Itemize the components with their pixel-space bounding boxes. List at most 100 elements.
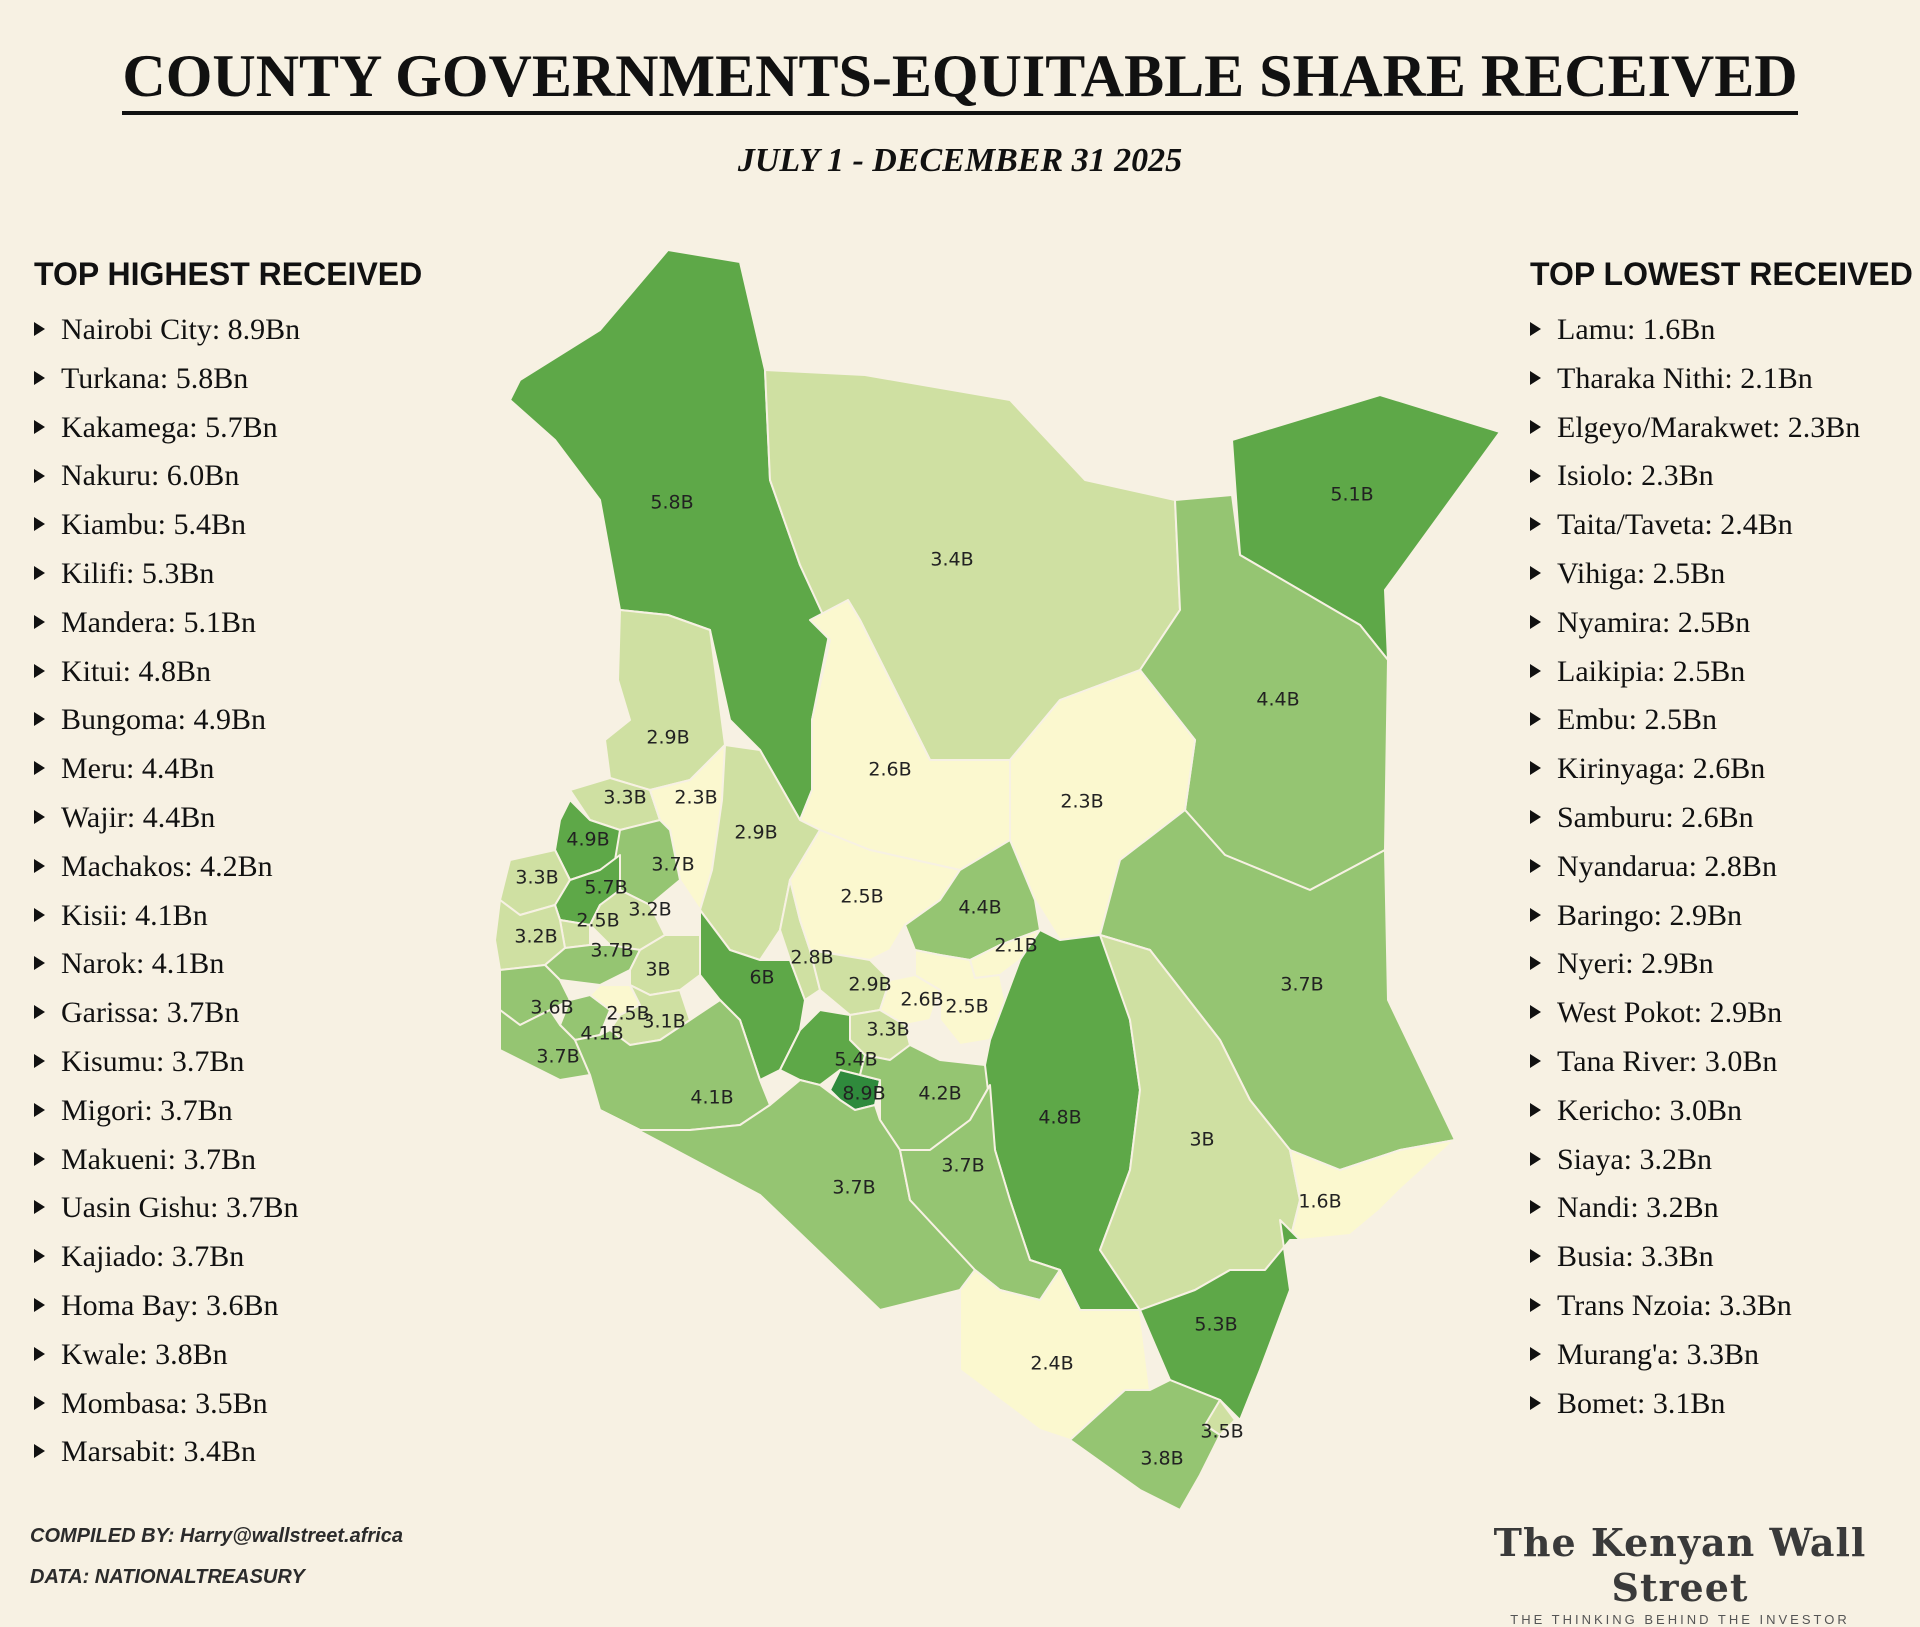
- top-lowest-item-text: Murang'a: 3.3Bn: [1557, 1337, 1760, 1371]
- top-highest-item: Kilifi: 5.3Bn: [34, 550, 300, 599]
- page-subtitle: JULY 1 - DECEMBER 31 2025: [737, 142, 1183, 179]
- label-elgeyo-marakwet: 2.3B: [674, 787, 717, 809]
- top-lowest-list: Lamu: 1.6Bn Tharaka Nithi: 2.1Bn Elgeyo/Ma…: [1530, 306, 1860, 1428]
- top-highest-item-text: Migori: 3.7Bn: [61, 1093, 233, 1127]
- top-highest-item-text: Uasin Gishu: 3.7Bn: [61, 1191, 299, 1225]
- bullet-triangle-icon: [1530, 468, 1541, 483]
- bullet-triangle-icon: [34, 1395, 45, 1410]
- top-highest-item: Kitui: 4.8Bn: [34, 648, 300, 697]
- label-laikipia: 2.5B: [840, 886, 883, 908]
- label-garissa: 3.7B: [1280, 974, 1323, 996]
- top-highest-item-text: Nairobi City: 8.9Bn: [61, 313, 301, 346]
- bullet-triangle-icon: [34, 1005, 45, 1020]
- bullet-triangle-icon: [34, 858, 45, 873]
- label-samburu: 2.6B: [868, 759, 911, 781]
- bullet-triangle-icon: [34, 419, 45, 434]
- top-lowest-item: Murang'a: 3.3Bn: [1530, 1331, 1860, 1380]
- top-highest-item-text: Kilifi: 5.3Bn: [61, 556, 215, 590]
- bullet-triangle-icon: [1530, 810, 1541, 825]
- top-highest-item-text: Narok: 4.1Bn: [61, 947, 225, 981]
- label-trans-nzoia: 3.3B: [603, 787, 646, 809]
- bullet-triangle-icon: [34, 907, 45, 922]
- label-meru: 4.4B: [958, 897, 1001, 919]
- bullet-triangle-icon: [1530, 1249, 1541, 1264]
- top-lowest-item: Siaya: 3.2Bn: [1530, 1136, 1860, 1185]
- label-uasin-gishu: 3.7B: [651, 854, 694, 876]
- label-wajir: 4.4B: [1256, 689, 1299, 711]
- top-lowest-item: Lamu: 1.6Bn: [1530, 306, 1860, 355]
- top-lowest-item: Nyamira: 2.5Bn: [1530, 599, 1860, 648]
- top-highest-item-text: Kisumu: 3.7Bn: [61, 1044, 245, 1078]
- top-highest-item-text: Kitui: 4.8Bn: [61, 654, 212, 688]
- bullet-triangle-icon: [1530, 1102, 1541, 1117]
- top-lowest-item: Baringo: 2.9Bn: [1530, 892, 1860, 941]
- label-embu: 2.5B: [945, 996, 988, 1018]
- top-lowest-item-text: Kirinyaga: 2.6Bn: [1557, 752, 1766, 786]
- top-highest-item-text: Mandera: 5.1Bn: [61, 605, 256, 639]
- top-lowest-item-text: Tharaka Nithi: 2.1Bn: [1557, 361, 1813, 395]
- brand-logo-tagline: THE THINKING BEHIND THE INVESTOR: [1510, 1612, 1850, 1627]
- county-laikipia: [789, 829, 961, 961]
- label-kisumu: 3.7B: [590, 940, 633, 962]
- top-highest-item: Uasin Gishu: 3.7Bn: [34, 1184, 300, 1233]
- bullet-triangle-icon: [1530, 956, 1541, 971]
- bullet-triangle-icon: [1530, 1005, 1541, 1020]
- label-homa-bay: 3.6B: [530, 997, 573, 1019]
- county-kwale: [1069, 1379, 1221, 1511]
- top-lowest-item-text: Vihiga: 2.5Bn: [1557, 556, 1726, 590]
- top-highest-item: Mandera: 5.1Bn: [34, 599, 300, 648]
- top-lowest-item-text: Tana River: 3.0Bn: [1557, 1044, 1778, 1078]
- top-lowest-item: Nyeri: 2.9Bn: [1530, 940, 1860, 989]
- page-title-text: COUNTY GOVERNMENTS-EQUITABLE SHARE RECEI…: [122, 43, 1798, 115]
- bullet-triangle-icon: [1530, 1298, 1541, 1313]
- top-highest-item: Migori: 3.7Bn: [34, 1087, 300, 1136]
- top-highest-list: Nairobi City: 8.9Bn Turkana: 5.8Bn Kakameg…: [34, 306, 300, 1477]
- bullet-triangle-icon: [34, 517, 45, 532]
- bullet-triangle-icon: [34, 1298, 45, 1313]
- page-title: COUNTY GOVERNMENTS-EQUITABLE SHARE RECEI…: [0, 42, 1920, 115]
- top-highest-item-text: Kakamega: 5.7Bn: [61, 410, 278, 444]
- label-west-pokot: 2.9B: [646, 727, 689, 749]
- bullet-triangle-icon: [1530, 858, 1541, 873]
- label-mandera: 5.1B: [1330, 484, 1373, 506]
- bullet-triangle-icon: [1530, 614, 1541, 629]
- bullet-triangle-icon: [34, 663, 45, 678]
- bullet-triangle-icon: [34, 1102, 45, 1117]
- label-kwale: 3.8B: [1140, 1448, 1183, 1470]
- bullet-triangle-icon: [34, 810, 45, 825]
- top-highest-item: Meru: 4.4Bn: [34, 745, 300, 794]
- bullet-triangle-icon: [34, 1444, 45, 1459]
- top-lowest-item-text: Nyamira: 2.5Bn: [1557, 605, 1751, 639]
- county-lamu: [1289, 1139, 1456, 1241]
- top-lowest-item: Samburu: 2.6Bn: [1530, 794, 1860, 843]
- top-lowest-item: Vihiga: 2.5Bn: [1530, 550, 1860, 599]
- label-nyandarua: 2.8B: [790, 947, 833, 969]
- bullet-triangle-icon: [34, 468, 45, 483]
- top-highest-item-text: Makueni: 3.7Bn: [61, 1142, 256, 1176]
- top-highest-item: Wajir: 4.4Bn: [34, 794, 300, 843]
- top-highest-item-text: Wajir: 4.4Bn: [61, 800, 216, 834]
- top-highest-item-text: Machakos: 4.2Bn: [61, 849, 273, 883]
- bullet-triangle-icon: [1530, 663, 1541, 678]
- top-highest-item-text: Nakuru: 6.0Bn: [61, 459, 240, 493]
- top-lowest-item-text: Isiolo: 2.3Bn: [1557, 459, 1714, 493]
- bullet-triangle-icon: [1530, 1151, 1541, 1166]
- top-highest-item-text: Kwale: 3.8Bn: [61, 1337, 228, 1371]
- bullet-triangle-icon: [1530, 322, 1541, 337]
- brand-logo: The Kenyan Wall Street THE THINKING BEHI…: [1460, 1520, 1900, 1627]
- label-nairobi: 8.9B: [842, 1083, 885, 1105]
- top-lowest-item-text: Nyandarua: 2.8Bn: [1557, 849, 1777, 883]
- top-lowest-item: Tana River: 3.0Bn: [1530, 1038, 1860, 1087]
- label-nakuru: 6B: [749, 967, 774, 989]
- label-kakamega: 5.7B: [584, 877, 627, 899]
- label-busia: 3.3B: [515, 867, 558, 889]
- top-highest-item-text: Kisii: 4.1Bn: [61, 898, 208, 932]
- top-highest-item: Bungoma: 4.9Bn: [34, 696, 300, 745]
- label-makueni: 3.7B: [941, 1155, 984, 1177]
- top-lowest-item: Nyandarua: 2.8Bn: [1530, 843, 1860, 892]
- top-lowest-item: Nandi: 3.2Bn: [1530, 1184, 1860, 1233]
- top-lowest-item: Trans Nzoia: 3.3Bn: [1530, 1282, 1860, 1331]
- credit-compiled-by: COMPILED BY: Harry@wallstreet.africa: [30, 1525, 403, 1547]
- top-lowest-item: Elgeyo/Marakwet: 2.3Bn: [1530, 404, 1860, 453]
- bullet-triangle-icon: [1530, 1395, 1541, 1410]
